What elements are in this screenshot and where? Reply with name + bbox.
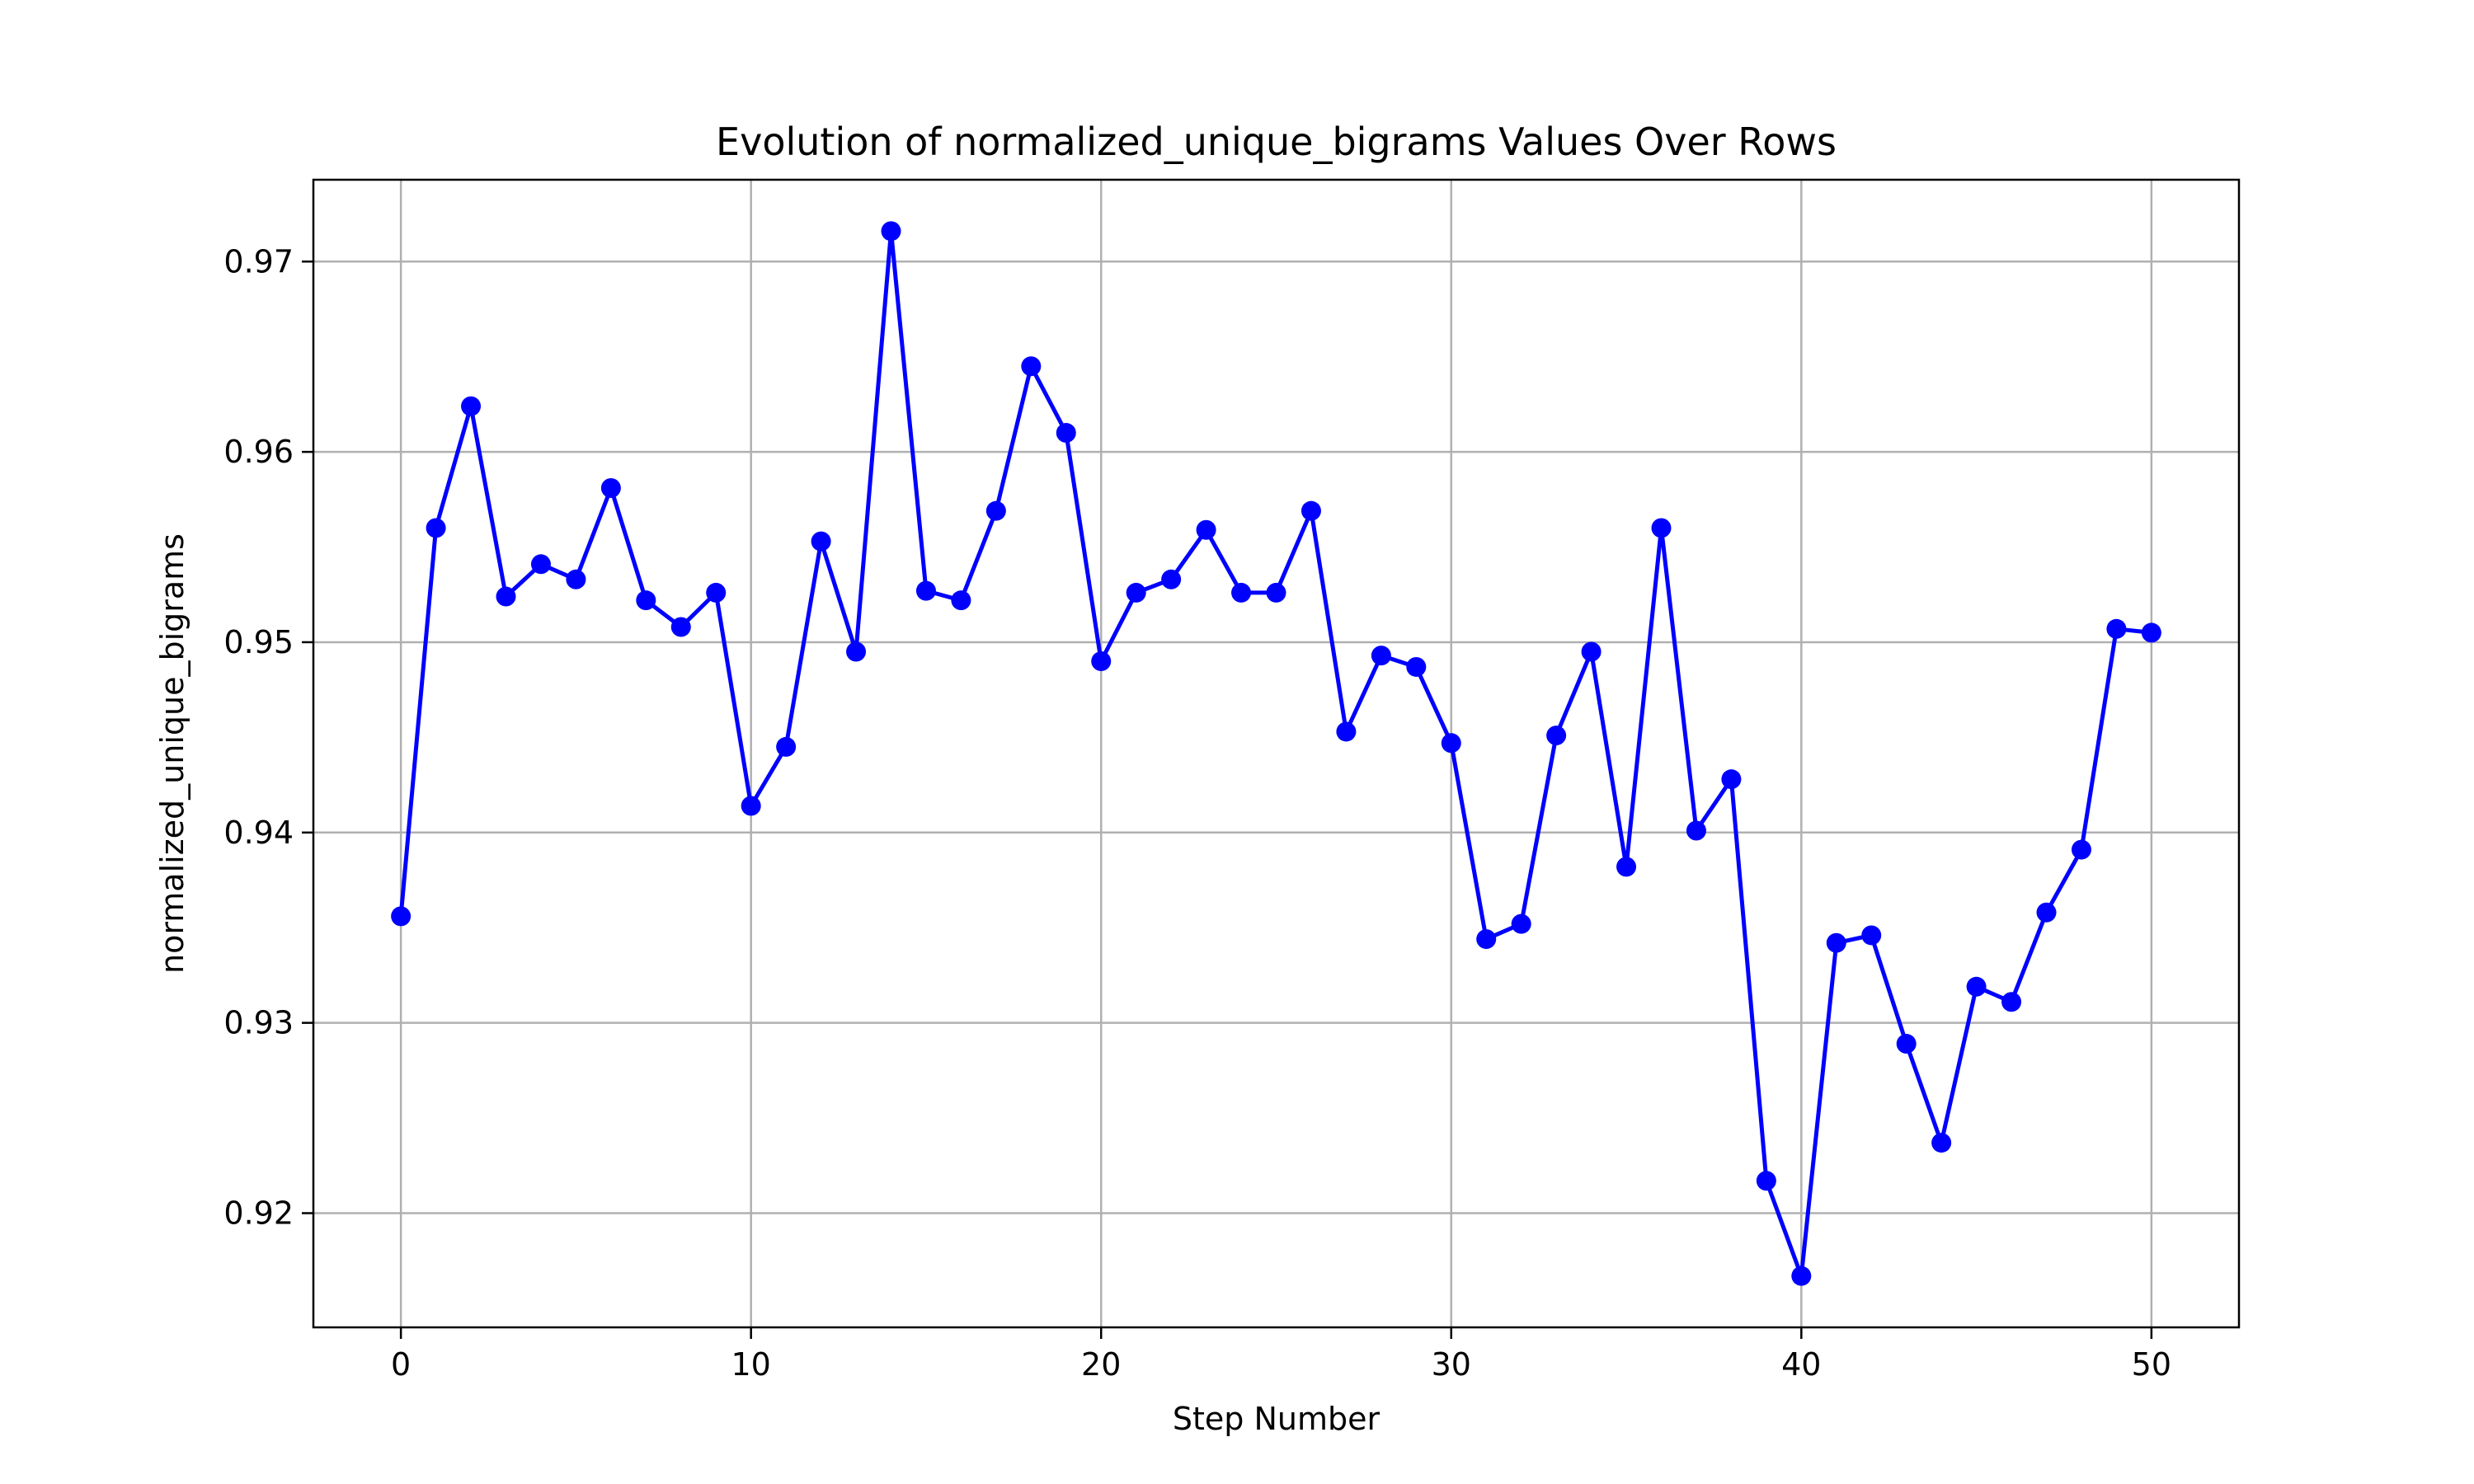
data-point	[2071, 839, 2091, 860]
data-point	[636, 590, 656, 611]
data-point	[670, 617, 691, 637]
data-point	[1581, 641, 1602, 662]
data-point	[426, 518, 446, 538]
data-point	[2106, 618, 2127, 639]
data-point	[600, 477, 621, 498]
x-tick-label: 0	[391, 1346, 411, 1383]
data-point	[1371, 646, 1391, 666]
y-axis-label: normalized_unique_bigrams	[154, 533, 190, 974]
data-point	[1721, 769, 1742, 790]
data-point	[461, 396, 482, 416]
plot-frame	[312, 178, 2241, 1329]
data-point	[1826, 932, 1846, 953]
data-point	[846, 641, 867, 662]
data-point	[1266, 582, 1286, 603]
data-point	[1931, 1133, 1952, 1153]
series	[391, 221, 2161, 1286]
data-point	[741, 796, 761, 816]
data-point	[1511, 913, 1531, 934]
x-tick-label: 20	[1081, 1346, 1121, 1383]
data-point	[881, 221, 901, 242]
data-point	[1896, 1034, 1917, 1054]
data-point	[1651, 518, 1672, 538]
x-axis-label: Step Number	[1173, 1401, 1380, 1437]
data-point	[1791, 1266, 1812, 1286]
x-tick-label: 40	[1781, 1346, 1821, 1383]
data-point	[2141, 622, 2161, 643]
y-tick-label: 0.93	[223, 1005, 294, 1041]
data-point	[776, 736, 797, 757]
chart-title: Evolution of normalized_unique_bigrams V…	[716, 120, 1837, 164]
data-point	[1616, 857, 1637, 877]
data-point	[1091, 651, 1112, 672]
x-tick-label: 30	[1432, 1346, 1471, 1383]
grid	[313, 180, 2239, 1327]
data-point	[1196, 519, 1216, 540]
data-point	[1861, 925, 1882, 946]
data-point	[811, 531, 831, 552]
data-point	[1056, 423, 1076, 444]
y-tick-label: 0.97	[223, 243, 294, 279]
data-point	[2036, 902, 2057, 923]
data-point	[1126, 582, 1146, 603]
x-tick-label: 50	[2132, 1346, 2171, 1383]
data-point	[706, 582, 727, 603]
data-point	[566, 569, 586, 589]
data-point	[530, 554, 551, 575]
y-tick-label: 0.94	[223, 815, 294, 851]
data-point	[1441, 733, 1461, 754]
data-point	[1021, 356, 1042, 377]
data-point	[1336, 721, 1357, 742]
data-point	[915, 580, 936, 601]
data-point	[1966, 976, 1987, 997]
data-point	[1161, 569, 1182, 589]
data-point	[1476, 929, 1497, 950]
data-point	[1300, 500, 1321, 521]
data-point	[951, 590, 971, 611]
data-point	[1231, 582, 1252, 603]
data-point	[985, 500, 1006, 521]
data-point	[1686, 820, 1706, 841]
x-tick-label: 10	[731, 1346, 771, 1383]
y-tick-label: 0.96	[223, 434, 294, 470]
data-point	[2001, 992, 2022, 1012]
axis-ticks: 0 10 20 30 40 50 0.92 0.93 0.94 0.95 0.96 0.97	[223, 243, 2171, 1383]
data-point	[1406, 656, 1427, 677]
data-point	[391, 906, 412, 927]
y-tick-label: 0.92	[223, 1195, 294, 1231]
data-point	[496, 586, 516, 607]
y-tick-label: 0.95	[223, 624, 294, 660]
data-point	[1546, 726, 1567, 746]
data-point	[1756, 1171, 1776, 1191]
